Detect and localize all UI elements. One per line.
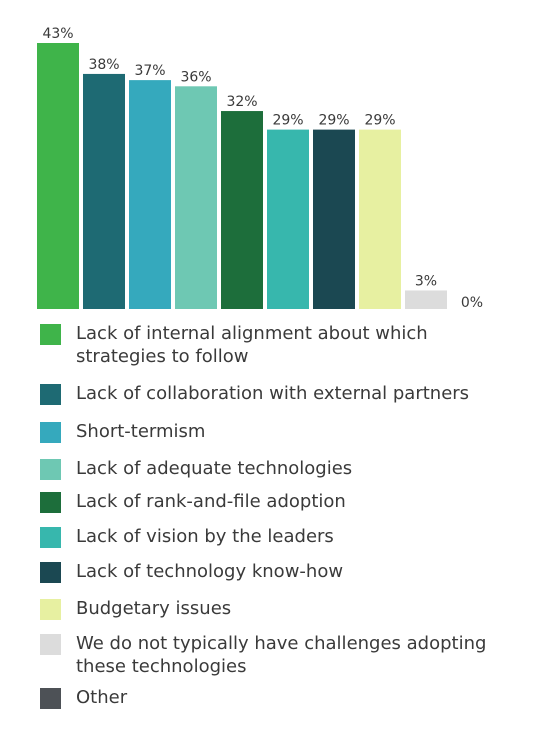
legend-swatch	[40, 459, 61, 480]
legend-item: Lack of internal alignment about which s…	[40, 322, 506, 368]
legend-label: We do not typically have challenges adop…	[76, 633, 487, 677]
legend-item: Lack of collaboration with external part…	[40, 382, 506, 405]
legend-item: Short-termism	[40, 420, 506, 443]
legend-swatch	[40, 599, 61, 620]
bar-value-label: 29%	[318, 113, 349, 129]
bar	[221, 111, 263, 309]
legend-swatch	[40, 324, 61, 345]
legend-label: Lack of internal alignment about which s…	[76, 323, 428, 367]
bar	[37, 43, 79, 309]
legend-swatch	[40, 562, 61, 583]
legend-item: We do not typically have challenges adop…	[40, 632, 506, 678]
legend-label: Budgetary issues	[76, 598, 232, 619]
bar-value-label: 29%	[272, 113, 303, 129]
legend-swatch	[40, 688, 61, 709]
legend-label: Other	[76, 687, 128, 708]
legend-label: Lack of adequate technologies	[76, 458, 353, 479]
bar-value-label: 43%	[42, 26, 73, 42]
legend-swatch	[40, 634, 61, 655]
legend-item: Other	[40, 686, 506, 709]
bar-value-label: 32%	[226, 94, 257, 110]
legend-label: Lack of rank-and-file adoption	[76, 491, 346, 512]
bar	[267, 129, 309, 309]
bar	[129, 80, 171, 310]
legend-item: Budgetary issues	[40, 597, 506, 620]
bar-value-label: 3%	[415, 273, 437, 289]
legend-item: Lack of adequate technologies	[40, 457, 506, 480]
bar	[175, 86, 217, 309]
bar-value-label: 29%	[364, 113, 395, 129]
bar-value-label: 36%	[180, 69, 211, 85]
legend-swatch	[40, 422, 61, 443]
bar-value-label: 38%	[88, 57, 119, 73]
legend-swatch	[40, 527, 61, 548]
bar-chart: 43% 38% 37% 36% 32% 29% 29% 29% 3% 0%	[37, 26, 483, 311]
legend-label: Lack of vision by the leaders	[76, 526, 334, 547]
legend-label: Short-termism	[76, 421, 206, 442]
bar	[405, 290, 447, 309]
legend-item: Lack of technology know-how	[40, 560, 506, 583]
legend-item: Lack of vision by the leaders	[40, 525, 506, 548]
legend-label: Lack of technology know-how	[76, 561, 344, 582]
legend-item: Lack of rank-and-file adoption	[40, 490, 506, 513]
bar	[359, 129, 401, 309]
bar	[313, 129, 355, 309]
legend-swatch	[40, 384, 61, 405]
bar-value-label: 37%	[134, 63, 165, 79]
bar	[83, 73, 125, 309]
legend-label: Lack of collaboration with external part…	[76, 383, 470, 404]
bar-value-label: 0%	[461, 295, 483, 311]
legend-swatch	[40, 492, 61, 513]
